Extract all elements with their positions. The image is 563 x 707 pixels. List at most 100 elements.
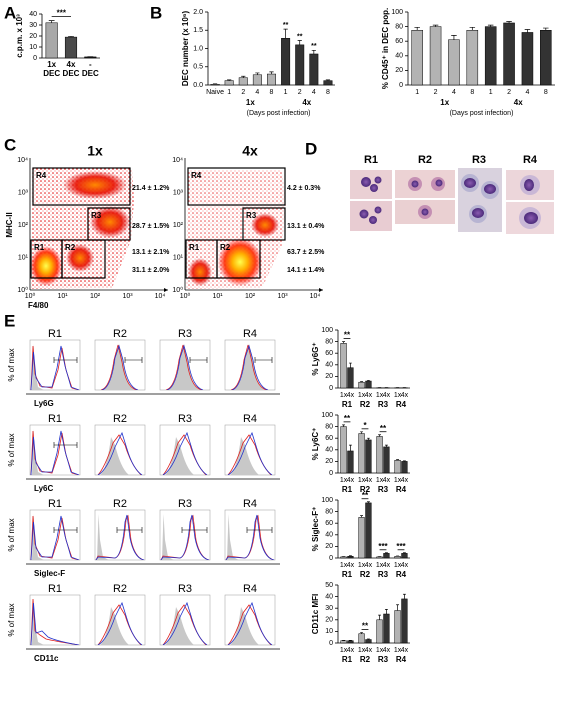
y-axis-label: % Ly6G⁺ (311, 342, 320, 375)
bar (383, 446, 390, 474)
series-label: 4x (365, 392, 373, 399)
bar (295, 44, 305, 86)
gate (30, 239, 63, 279)
x-tick-label: 1 (284, 89, 288, 96)
y-tick-label: 1.5 (193, 27, 203, 34)
column-label: R4 (243, 583, 257, 595)
panel-label: A (4, 3, 16, 22)
gate-name: R1 (189, 243, 200, 252)
histogram-row: R1 R2 R3 R4 % of max Ly6G (7, 328, 280, 408)
y-tick-label: 20 (29, 33, 37, 40)
nucleus (464, 178, 476, 188)
error-bar (414, 26, 420, 31)
panel-label: D (305, 139, 317, 158)
column-label: R1 (48, 583, 62, 595)
bar (252, 74, 262, 86)
histogram-frame (159, 509, 211, 561)
error-bar (402, 593, 406, 599)
nucleus (361, 177, 371, 187)
y-tick-label: 2.0 (193, 9, 203, 16)
series-label: 4x (401, 562, 409, 569)
histogram-frame (94, 594, 146, 646)
error-bar (297, 40, 302, 45)
y-tick-label: 0 (329, 385, 333, 392)
bar (448, 39, 460, 86)
y-axis-label: % of max (7, 348, 16, 381)
group-label: 4x (302, 98, 311, 107)
series-label: 4x (365, 647, 373, 654)
y-tick-label: 100 (391, 9, 403, 16)
y-tick-label: 0 (329, 640, 333, 647)
series-label: 1x (394, 392, 402, 399)
x-tick-label: 2 (507, 89, 511, 96)
histogram-row: R1 R2 R3 R4 % of max CD11c (7, 583, 280, 663)
y-tick-label: 10 (325, 628, 333, 635)
series-label: 4x (347, 392, 355, 399)
x-tick-label: R4 (396, 570, 407, 579)
x-tick-label: 4 (255, 89, 259, 96)
y-tick-label: 10³ (18, 189, 29, 196)
bar (347, 640, 354, 644)
gate (187, 167, 286, 206)
bar (224, 80, 234, 86)
y-tick-label: 60 (325, 350, 333, 357)
plot-title: 1x (87, 143, 103, 159)
bar (347, 367, 354, 389)
y-tick-label: 40 (325, 362, 333, 369)
column-label: R3 (178, 413, 192, 425)
gate (32, 167, 131, 206)
x-tick-label: 10² (90, 293, 101, 300)
x-tick-label: R3 (378, 570, 389, 579)
column-label: R1 (48, 413, 62, 425)
histogram (230, 343, 273, 390)
y-tick-label: 80 (395, 23, 403, 30)
histogram (162, 432, 208, 475)
y-axis-label: % of max (7, 518, 16, 551)
x-tick-label: 8 (270, 89, 274, 96)
bar (267, 73, 276, 86)
bar (401, 598, 408, 644)
x-tick-label: 4 (452, 89, 456, 96)
significance: ** (311, 43, 317, 50)
gate (87, 207, 131, 241)
series-label: 1x (376, 477, 384, 484)
bar (411, 30, 423, 86)
y-tick-label: 60 (325, 520, 333, 527)
gate-percentage: 13.1 ± 0.4% (287, 223, 325, 230)
error-bar (227, 79, 232, 81)
histogram-frame (224, 509, 276, 561)
gate-name: R2 (220, 243, 231, 252)
histogram-frame (29, 509, 81, 561)
x-tick-label: 4 (312, 89, 316, 96)
x-tick-label: 2 (298, 89, 302, 96)
y-tick-label: 0 (33, 55, 37, 62)
series-label: 1x (358, 562, 366, 569)
x-tick-label: R2 (360, 570, 371, 579)
x-tick-label: 10¹ (212, 293, 223, 300)
bar (394, 556, 401, 559)
bar (466, 30, 479, 86)
y-tick-label: 10¹ (18, 254, 29, 261)
series-label: 4x (401, 392, 409, 399)
y-tick-label: 10¹ (173, 254, 184, 261)
bar (401, 461, 408, 474)
column-label: R1 (48, 498, 62, 510)
histogram (95, 513, 145, 560)
y-axis-label: % of max (7, 433, 16, 466)
y-tick-label: 10⁰ (172, 286, 183, 294)
error-bar (384, 552, 388, 554)
histogram-frame (224, 339, 276, 391)
x-axis-label: (Days post infection) (450, 110, 514, 117)
histogram-frame (29, 339, 81, 391)
y-tick-label: 80 (325, 508, 333, 515)
series-label: 4x (401, 477, 409, 484)
error-bar (487, 24, 494, 27)
bar (358, 633, 365, 644)
significance: ** (380, 424, 387, 433)
series-label: 1x (358, 392, 366, 399)
error-bar (378, 434, 382, 437)
bar (401, 553, 408, 559)
y-tick-label: 100 (321, 497, 333, 504)
bar (365, 380, 372, 389)
